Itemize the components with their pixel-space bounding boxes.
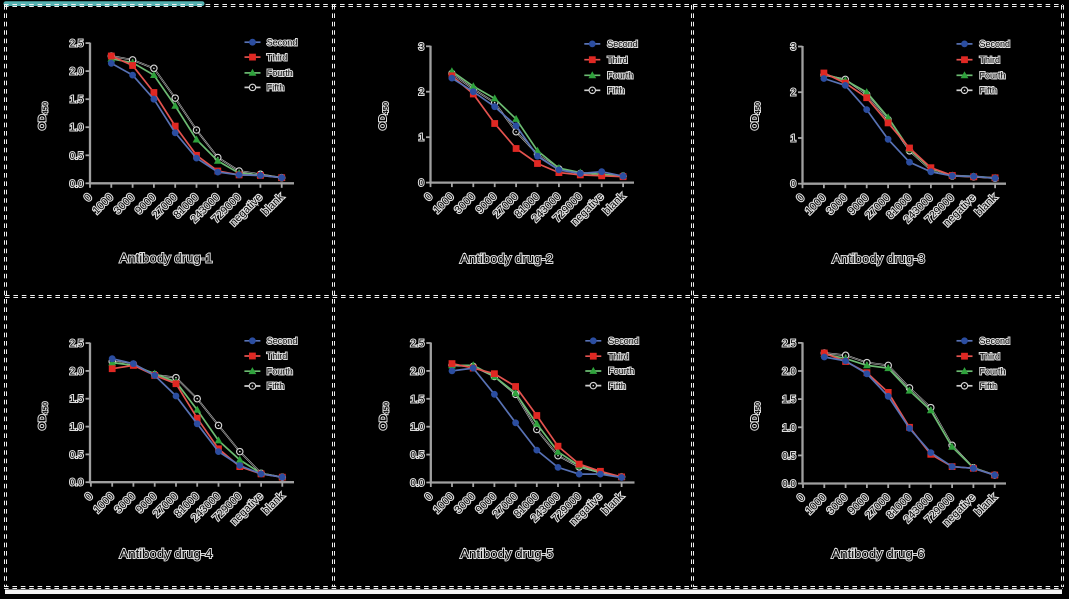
svg-text:Antibody drug-1: Antibody drug-1 — [119, 251, 212, 266]
svg-text:1.5: 1.5 — [410, 394, 424, 405]
svg-text:1.0: 1.0 — [410, 422, 424, 433]
svg-text:Second: Second — [267, 37, 298, 47]
svg-text:2: 2 — [418, 87, 424, 98]
svg-text:Third: Third — [608, 351, 629, 361]
svg-text:Fourth: Fourth — [267, 366, 293, 376]
svg-text:2: 2 — [790, 88, 796, 99]
svg-text:Fourth: Fourth — [980, 366, 1006, 376]
svg-text:Antibody drug-3: Antibody drug-3 — [832, 251, 925, 266]
svg-text:Second: Second — [607, 39, 638, 49]
svg-text:Fifth: Fifth — [267, 381, 285, 391]
svg-text:2.0: 2.0 — [70, 366, 84, 377]
svg-text:1.5: 1.5 — [782, 395, 796, 406]
svg-text:OD450: OD450 — [377, 402, 390, 430]
svg-text:Antibody drug-4: Antibody drug-4 — [119, 546, 212, 561]
svg-text:0.5: 0.5 — [782, 451, 796, 462]
svg-text:0.0: 0.0 — [70, 478, 84, 489]
svg-text:Second: Second — [267, 336, 298, 346]
svg-text:1: 1 — [418, 133, 424, 144]
svg-text:0: 0 — [418, 178, 424, 189]
svg-text:0.5: 0.5 — [410, 450, 424, 461]
svg-text:Fifth: Fifth — [980, 381, 998, 391]
svg-text:OD450: OD450 — [37, 102, 50, 130]
svg-text:2.0: 2.0 — [410, 366, 424, 377]
svg-text:Third: Third — [267, 52, 288, 62]
svg-text:1: 1 — [790, 134, 796, 145]
svg-text:1.5: 1.5 — [70, 95, 84, 106]
svg-text:Third: Third — [980, 55, 1001, 65]
svg-text:0.0: 0.0 — [782, 479, 796, 490]
svg-text:Fourth: Fourth — [608, 366, 634, 376]
svg-text:Fifth: Fifth — [980, 86, 998, 96]
svg-text:2.5: 2.5 — [782, 338, 796, 349]
svg-text:Third: Third — [267, 351, 288, 361]
svg-text:Third: Third — [607, 55, 628, 65]
svg-text:Fourth: Fourth — [980, 71, 1006, 81]
svg-text:Antibody drug-2: Antibody drug-2 — [460, 251, 553, 266]
svg-text:0: 0 — [790, 179, 796, 190]
svg-text:2.0: 2.0 — [782, 367, 796, 378]
svg-text:Fifth: Fifth — [267, 83, 285, 93]
svg-text:0.5: 0.5 — [70, 151, 84, 162]
svg-text:0.0: 0.0 — [410, 478, 424, 489]
svg-text:Second: Second — [980, 39, 1011, 49]
svg-text:Second: Second — [980, 336, 1011, 346]
svg-text:Second: Second — [608, 336, 639, 346]
svg-text:Third: Third — [980, 351, 1001, 361]
svg-text:Fifth: Fifth — [607, 86, 625, 96]
svg-text:2.5: 2.5 — [70, 39, 84, 50]
svg-text:1.5: 1.5 — [70, 394, 84, 405]
svg-text:Antibody drug-6: Antibody drug-6 — [831, 546, 924, 561]
svg-text:2.5: 2.5 — [410, 339, 424, 350]
svg-text:Antibody drug-5: Antibody drug-5 — [460, 546, 553, 561]
svg-text:1.0: 1.0 — [70, 123, 84, 134]
svg-text:0.0: 0.0 — [70, 179, 84, 190]
svg-text:Fourth: Fourth — [607, 71, 633, 81]
svg-text:2.0: 2.0 — [70, 67, 84, 78]
svg-text:Fourth: Fourth — [267, 68, 293, 78]
svg-text:3: 3 — [790, 42, 796, 53]
svg-text:1.0: 1.0 — [782, 423, 796, 434]
svg-text:Fifth: Fifth — [608, 381, 626, 391]
svg-text:0.5: 0.5 — [70, 450, 84, 461]
svg-text:2.5: 2.5 — [70, 339, 84, 350]
svg-text:3: 3 — [418, 42, 424, 53]
svg-text:1.0: 1.0 — [70, 422, 84, 433]
